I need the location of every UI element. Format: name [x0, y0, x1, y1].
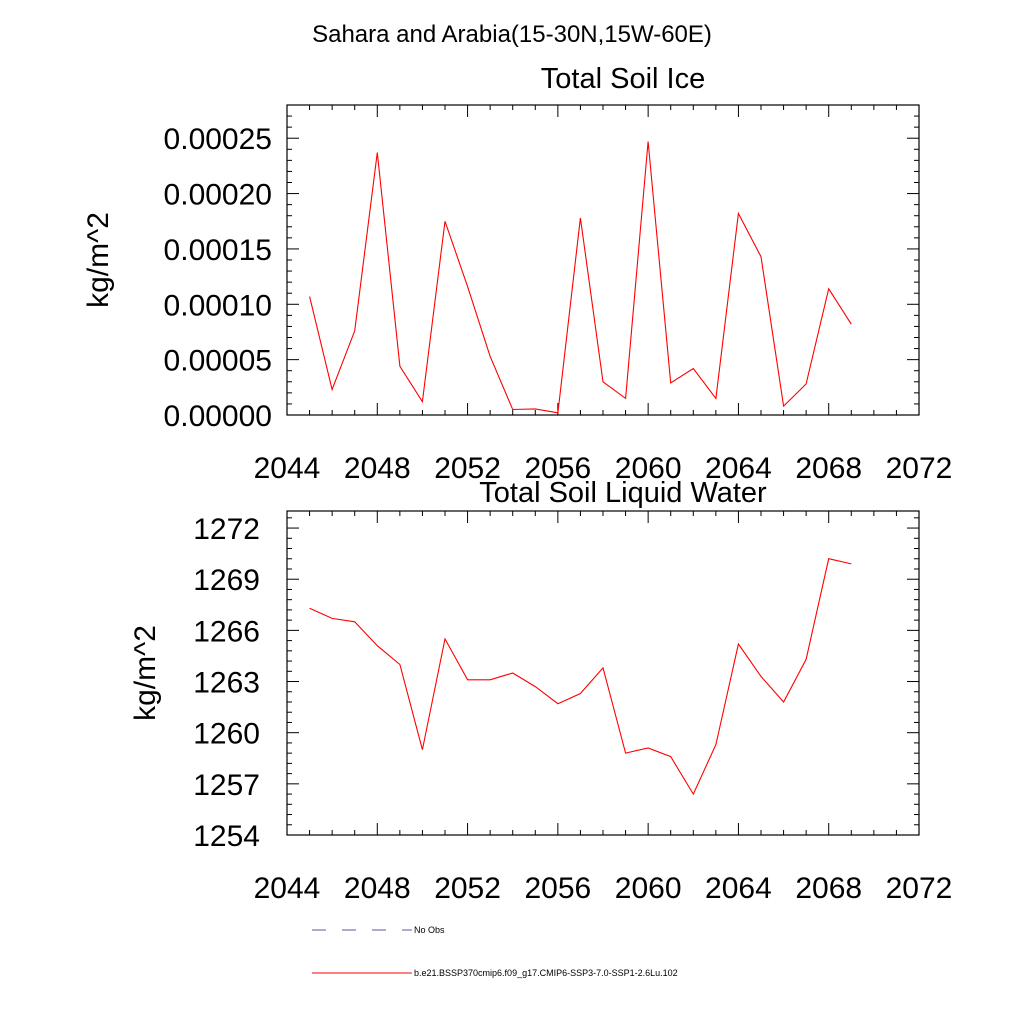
y-tick-label: 1263 [193, 667, 260, 700]
y-tick-label: 0.00015 [164, 234, 272, 267]
y-axis-label: kg/m^2 [129, 625, 162, 721]
y-tick-label: 1266 [193, 615, 260, 648]
y-tick-label: 0.00005 [164, 345, 272, 378]
series-line [309, 558, 852, 796]
x-tick-label: 2060 [615, 452, 682, 485]
y-tick-label: 1269 [193, 564, 260, 597]
y-axis-label: kg/m^2 [82, 212, 115, 308]
y-tick-label: 0.00000 [164, 400, 272, 433]
y-tick-label: 1257 [193, 769, 260, 802]
x-tick-label: 2044 [254, 872, 321, 905]
legend: No Obs b.e21.BSSP370cmip6.f09_g17.CMIP6-… [312, 925, 678, 978]
x-tick-label: 2052 [434, 452, 501, 485]
panel-title: Total Soil Liquid Water [479, 477, 767, 509]
x-tick-label: 2056 [524, 872, 591, 905]
x-tick-label: 2068 [795, 452, 862, 485]
legend-label-no-obs: No Obs [414, 925, 445, 935]
x-tick-label: 2044 [254, 452, 321, 485]
plot-frame [286, 104, 920, 416]
y-tick-label: 1254 [193, 820, 260, 853]
y-tick-label: 0.00025 [164, 123, 272, 156]
x-tick-label: 2048 [344, 872, 411, 905]
x-tick-label: 2068 [795, 872, 862, 905]
x-tick-label: 2056 [524, 452, 591, 485]
x-tick-label: 2052 [434, 872, 501, 905]
plot-frame [286, 510, 920, 836]
legend-label-model-run: b.e21.BSSP370cmip6.f09_g17.CMIP6-SSP3-7.… [414, 968, 678, 978]
series-line [309, 141, 852, 414]
panel-title: Total Soil Ice [541, 63, 705, 95]
x-tick-label: 2072 [886, 452, 953, 485]
panel-soil-liquid-water: Total Soil Liquid Water kg/m^2 2044 2048 205… [129, 477, 952, 905]
y-tick-label: 1272 [193, 513, 260, 546]
x-tick-label: 2072 [886, 872, 953, 905]
suptitle: Sahara and Arabia(15-30N,15W-60E) [312, 21, 712, 48]
x-tick-label: 2060 [615, 872, 682, 905]
x-tick-label: 2048 [344, 452, 411, 485]
panel-soil-ice: Total Soil Ice kg/m^2 2044 2048 2052 2056 2060… [82, 63, 952, 485]
x-tick-label: 2064 [705, 872, 772, 905]
y-tick-label: 0.00010 [164, 289, 272, 322]
y-tick-label: 1260 [193, 718, 260, 751]
x-tick-label: 2064 [705, 452, 772, 485]
y-tick-label: 0.00020 [164, 179, 272, 212]
